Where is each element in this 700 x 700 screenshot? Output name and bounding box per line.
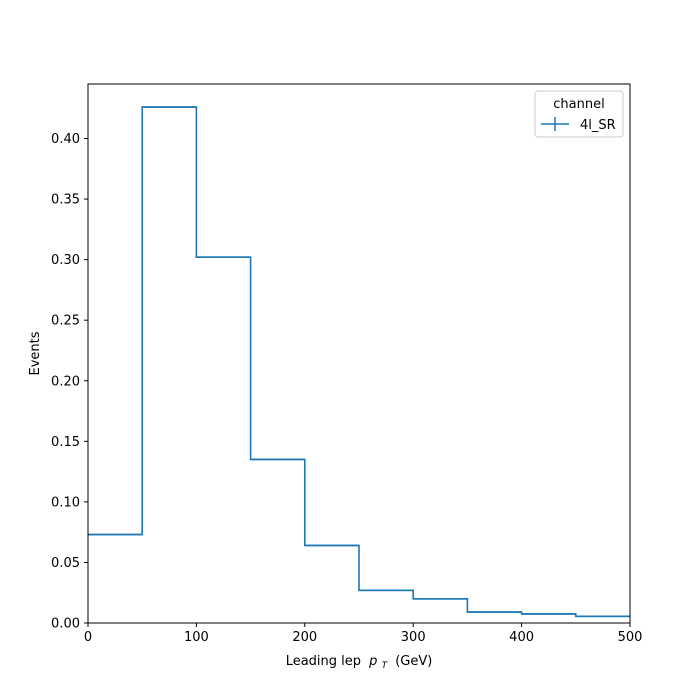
y-tick-label: 0.05 (51, 556, 80, 571)
x-axis-label-text: Leading lep (286, 654, 361, 669)
legend-title: channel (553, 97, 604, 112)
x-tick-label: 0 (84, 630, 92, 645)
y-tick-label: 0.25 (51, 314, 80, 329)
y-tick-label: 0.35 (51, 193, 80, 208)
series-layer (88, 106, 630, 618)
x-tick-label: 300 (401, 630, 426, 645)
y-tick-label: 0.40 (51, 132, 80, 147)
x-tick-label: 100 (184, 630, 209, 645)
plot-frame (87, 83, 631, 624)
x-axis-label: Leading lep p T (GeV) (286, 654, 433, 672)
legend-box (534, 90, 624, 138)
y-tick-label: 0.10 (51, 495, 80, 510)
y-tick-label: 0.15 (51, 435, 80, 450)
x-axis-label-unit: (GeV) (395, 654, 432, 669)
x-axis-label-subscript: T (382, 661, 389, 671)
y-tick-label: 0.00 (51, 617, 80, 632)
x-tick-label: 400 (509, 630, 534, 645)
histogram-series-line (88, 106, 630, 618)
y-tick-label: 0.20 (51, 374, 80, 389)
y-tick-label: 0.30 (51, 253, 80, 268)
y-axis-label: Events (28, 331, 43, 375)
x-axis-label-math: p (368, 654, 377, 669)
y-axis-ticks: 0.00 0.05 0.10 0.15 0.20 0.25 0.30 0.35 0.40 (51, 132, 88, 632)
legend: channel 4l_SR (534, 90, 624, 138)
x-axis-ticks: 0 100 200 300 400 500 (84, 623, 643, 645)
legend-entry-label: 4l_SR (580, 118, 616, 133)
x-tick-label: 500 (618, 630, 643, 645)
x-tick-label: 200 (292, 630, 317, 645)
